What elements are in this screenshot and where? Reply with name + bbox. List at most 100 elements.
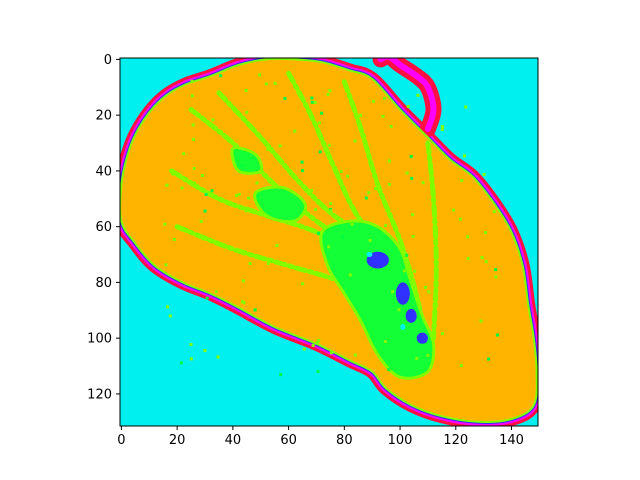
speckle <box>266 262 270 266</box>
x-tick-label: 140 <box>499 433 524 448</box>
speckle <box>253 308 257 312</box>
speckle <box>383 96 386 100</box>
speckle <box>241 279 245 283</box>
speckle <box>310 189 314 192</box>
speckle <box>301 169 305 173</box>
speckle <box>316 369 320 373</box>
speckle <box>235 194 239 197</box>
speckle <box>275 244 279 247</box>
speckle <box>384 340 387 343</box>
speckle <box>302 225 306 229</box>
speckle <box>219 74 223 78</box>
speckle <box>317 121 321 125</box>
speckle <box>350 222 354 226</box>
speckle <box>205 296 209 300</box>
speckle <box>413 269 417 273</box>
speckle <box>484 260 488 264</box>
speckle <box>171 172 175 176</box>
speckle <box>204 193 208 196</box>
y-tick-label: 40 <box>95 164 112 179</box>
speckle <box>165 183 169 187</box>
speckle <box>313 208 317 212</box>
heatmap-image <box>120 58 538 426</box>
speckle <box>487 357 490 361</box>
speckle <box>328 89 332 93</box>
y-tick-label: 100 <box>87 332 112 347</box>
core-blob-2 <box>230 146 264 175</box>
y-tick-label: 20 <box>95 109 112 124</box>
speckle <box>190 79 194 83</box>
speckle <box>193 181 197 185</box>
speckle <box>484 231 487 235</box>
speckle <box>441 331 444 335</box>
speckle <box>180 186 184 190</box>
speckle <box>424 285 428 289</box>
speckle <box>266 147 270 151</box>
y-tick-label: 120 <box>87 387 112 402</box>
speckle <box>406 105 410 108</box>
speckle <box>494 275 498 279</box>
speckle <box>203 349 207 352</box>
speckle <box>182 152 186 156</box>
speckle <box>200 174 204 177</box>
speckle <box>190 94 194 98</box>
speckle <box>368 239 372 242</box>
x-tick-label: 40 <box>225 433 242 448</box>
speckle <box>440 128 444 131</box>
speckle <box>248 262 252 265</box>
speckle <box>247 196 250 200</box>
speckle <box>387 368 391 371</box>
speckle <box>315 340 319 344</box>
speckle <box>364 196 368 200</box>
speckle <box>172 238 176 241</box>
speckle <box>327 245 331 249</box>
speckle <box>241 300 245 304</box>
speckle <box>462 154 466 158</box>
blue-spot-0 <box>366 251 389 269</box>
speckle <box>216 355 220 359</box>
speckle <box>411 213 415 217</box>
speckle <box>191 123 195 127</box>
speckle <box>189 342 193 346</box>
speckle <box>353 139 357 143</box>
speckle <box>495 333 499 337</box>
speckle <box>367 191 371 195</box>
speckle <box>405 171 409 175</box>
x-tick-label: 0 <box>117 433 125 448</box>
speckle <box>405 253 409 257</box>
speckle <box>426 353 430 357</box>
speckle <box>317 338 321 342</box>
speckle <box>374 187 377 190</box>
axes-frame <box>119 57 539 427</box>
speckle <box>164 263 168 267</box>
speckle <box>226 201 230 205</box>
cyan-gap <box>400 324 406 331</box>
speckle <box>415 356 419 360</box>
speckle <box>318 150 322 154</box>
speckle <box>402 269 406 273</box>
speckle <box>168 314 172 318</box>
speckle <box>339 169 343 173</box>
speckle <box>163 222 167 226</box>
speckle <box>416 93 420 97</box>
speckle <box>244 89 248 92</box>
speckle <box>240 164 244 168</box>
speckle <box>411 235 415 238</box>
speckle <box>348 273 352 277</box>
y-tick-label: 60 <box>95 220 112 235</box>
speckle <box>310 96 314 100</box>
speckle <box>494 268 498 272</box>
speckle <box>255 181 259 185</box>
core-blob-1 <box>253 185 308 224</box>
speckle <box>166 305 169 309</box>
blue-spot-1 <box>395 282 410 305</box>
speckle <box>482 173 486 176</box>
x-tick-label: 60 <box>280 433 297 448</box>
speckle <box>359 113 362 117</box>
speckle <box>311 343 315 347</box>
speckle <box>179 361 183 365</box>
speckle <box>341 235 345 239</box>
speckle <box>326 93 330 96</box>
speckle <box>317 231 320 235</box>
speckle <box>264 82 268 86</box>
